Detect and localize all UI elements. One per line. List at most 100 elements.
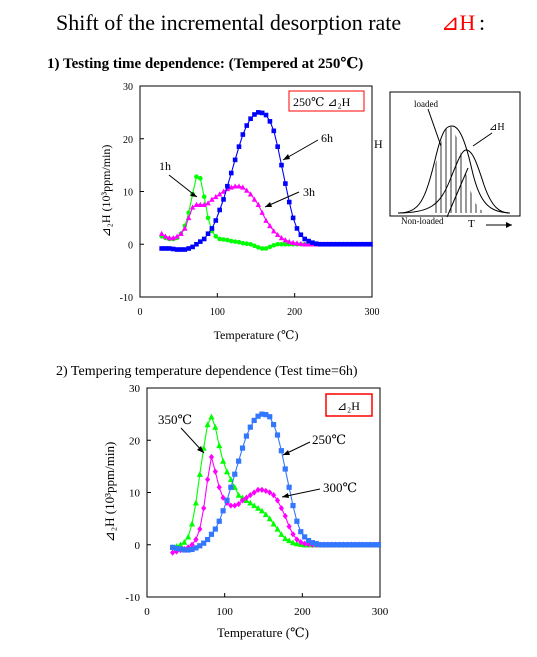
chart1-data-point [298,240,304,247]
chart1-ylabel: ⊿₂H (10³ppm/min) [99,145,113,238]
chart1-data-point [263,246,269,251]
chart1-data-point [209,226,215,231]
chart1-data-point [221,237,226,242]
chart2-data-point [302,534,308,540]
chart2-data-point [247,492,253,499]
chart2-data-point [192,499,199,506]
chart1-data-point [162,233,169,239]
chart1-data-point [186,214,192,221]
chart1-data-point [167,246,172,251]
chart2-data-point [282,535,289,542]
chart2-data-point [267,414,273,420]
chart2-data-point [185,544,191,551]
chart1-data-point [194,241,199,247]
chart1-data-point [286,238,292,244]
chart2-data-point [177,546,183,552]
chart1-data-point [275,241,280,247]
chart2-ytick-label: 30 [129,383,141,395]
chart1-xtick-label: 200 [287,307,302,318]
chart2-data-point [290,531,296,538]
chart1-data-point [178,230,184,236]
chart2-data-point [220,508,226,514]
chart1-data-point [274,231,281,238]
chart1-data-point [170,246,176,252]
chart2-data-point [197,543,203,549]
chart1-data-point [256,110,261,115]
chart2-data-point [255,486,261,493]
chart2-ylabel: ⊿₂H (10³ppm/min) [102,442,117,543]
chart1-data-point [294,226,300,231]
chart2-data-point [208,413,215,420]
chart1-data-point [225,183,230,189]
chart1-annot-1h: 1h [159,159,171,173]
chart2-data-point [239,445,246,451]
chart2-data-point [220,494,226,501]
chart1-data-point [232,157,238,163]
chart2-legend-box [325,393,373,417]
chart1-plot-area [139,85,373,298]
chart1-data-point [189,204,196,210]
chart1-data-point [186,246,192,251]
chart2-data-point [220,457,227,464]
chart2-data-point [243,433,250,439]
chart2-data-point [282,512,288,520]
chart1-data-point [193,201,200,207]
chart1-data-point [174,247,180,252]
chart2-data-point [317,542,323,548]
chart2-data-point [239,497,246,504]
chart1-data-point [278,235,285,241]
schematic-curve-nonloaded [397,149,511,214]
chart2-xlabel: Temperature (℃) [217,625,309,640]
chart2-data-point [329,542,335,548]
page-title-symbol: ⊿H [441,10,475,35]
chart1-data-point [228,238,234,244]
chart1-xtick-label: 100 [210,307,225,318]
chart2-data-point [201,540,207,546]
chart2-data-point [247,499,254,506]
page-title-colon: : [479,10,485,35]
chart2-data-point [251,417,257,423]
chart1-series-line [161,111,371,251]
chart1-data-point [279,241,284,247]
chart1-data-point [247,191,254,197]
chart1-data-point [302,236,308,242]
schematic-label-nonloaded: Non-loaded [401,216,444,226]
schematic-pointer-delta [472,132,493,147]
chart2-data-point [236,500,242,508]
chart2-data-point [216,518,222,524]
chart2-data-point [263,487,269,495]
chart1-data-point [317,241,323,247]
chart1-annot-3h: 3h [303,185,315,199]
chart2-data-point [263,412,269,418]
chart2-data-point [302,540,308,547]
chart1-data-point [205,231,211,236]
chart2-data-point [274,497,281,504]
chart2-data-point [216,484,222,491]
chart2-series-line [172,456,379,554]
chart1-data-point [201,236,207,242]
chart1-data-point [197,201,204,207]
chart2-data-point [189,546,195,553]
chart2-data-point [294,518,300,524]
chart2-annot-250: 250℃ [312,432,346,447]
chart2-data-point [337,542,343,548]
chart1-data-point [205,215,211,221]
chart1-data-point [290,215,296,221]
chart2-data-point [212,468,218,475]
chart2-data-point [340,542,347,548]
chart1-data-point [298,232,304,238]
chart1-data-point [314,241,319,247]
chart1-data-point [232,239,238,244]
chart1-data-point [252,243,257,249]
schematic-axis-y: H [374,137,383,151]
chart2-data-point [270,492,277,499]
chart1-data-point [267,222,273,229]
chart2-data-point [247,424,253,430]
chart2-data-point [267,489,273,496]
chart2-data-point [298,539,304,546]
chart1-data-point [341,241,346,247]
chart1-data-point [271,228,277,234]
chart2-data-point [309,540,316,546]
chart2-data-point [290,539,297,546]
